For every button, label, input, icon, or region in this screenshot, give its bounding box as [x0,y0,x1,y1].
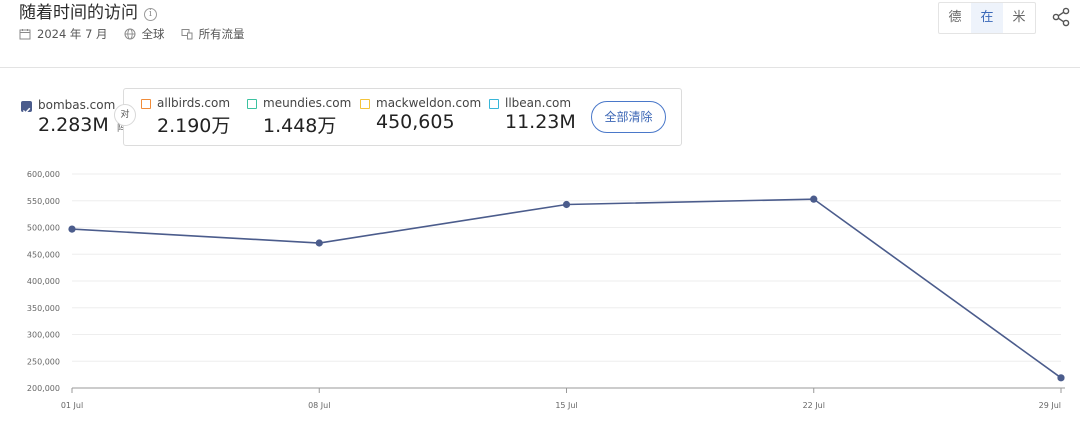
checkbox-unchecked-icon[interactable] [489,99,499,109]
checkbox-checked-icon[interactable] [21,101,32,114]
data-point[interactable] [315,239,323,247]
competitor-name: allbirds.com [157,96,231,110]
y-tick-label: 250,000 [27,357,60,366]
granularity-toggle: 德 在 米 [938,2,1036,34]
data-point[interactable] [810,195,818,203]
toggle-option-1[interactable]: 在 [971,3,1003,33]
competitor-value: 11.23M [505,111,576,133]
x-tick-label: 22 Jul [803,401,825,410]
title-text: 随着时间的访问 [19,3,138,23]
visits-line-chart: 200,000 250,000 300,000 350,000 400,000 450,0… [27,170,1065,410]
y-tick-label: 450,000 [27,250,60,259]
y-tick-label: 600,000 [27,170,60,179]
data-point[interactable] [68,225,76,233]
competitor-name: mackweldon.com [376,96,482,110]
checkbox-unchecked-icon[interactable] [360,99,370,109]
competitor-value: 450,605 [376,111,455,133]
x-tick-label: 29 Jul [1039,401,1061,410]
competitor-legend: allbirds.com 2.190万 meundies.com 1.448万 … [123,88,682,146]
data-point[interactable] [562,200,571,209]
competitor-name: llbean.com [505,96,572,110]
series-layer [68,195,1065,382]
competitor-value: 1.448万 [263,115,337,137]
region-filter[interactable]: 全球 [141,27,165,41]
calendar-icon [19,29,31,40]
vs-sub-label: 阵 [117,124,127,134]
share-icon[interactable] [1050,6,1072,28]
main-site-name: bombas.com [38,98,116,112]
x-tick-label: 15 Jul [555,401,577,410]
y-tick-label: 350,000 [27,304,60,313]
y-tick-label: 300,000 [27,331,60,340]
traffic-filter[interactable]: 所有流量 [198,27,245,41]
y-tick-label: 200,000 [27,384,60,393]
vs-badge: 对 [114,104,136,126]
globe-icon [124,28,136,40]
y-tick-label: 550,000 [27,197,60,206]
competitor-name: meundies.com [263,96,352,110]
y-axis-ticks: 200,000 250,000 300,000 350,000 400,000 450,0… [27,170,60,393]
x-tick-label: 08 Jul [308,401,330,410]
info-icon[interactable]: i [144,8,157,21]
checkbox-unchecked-icon[interactable] [247,99,257,109]
competitor-value: 2.190万 [157,115,231,137]
page-title: 随着时间的访问 i [19,0,157,23]
series-line [71,198,1062,379]
clear-all-button[interactable]: 全部清除 [591,101,666,133]
filter-meta: 2024 年 7 月 全球 所有流量 [19,26,245,42]
data-point[interactable] [1057,374,1065,382]
toggle-option-2[interactable]: 米 [1012,10,1026,25]
grid-lines [72,173,1061,362]
chart-header: 随着时间的访问 i 2024 年 7 月 全球 所有流量 德 在 米 [0,0,1080,68]
toggle-option-0[interactable]: 德 [948,10,962,25]
y-tick-label: 500,000 [27,224,60,233]
date-range[interactable]: 2024 年 7 月 [37,27,108,41]
x-axis: 01 Jul 08 Jul 15 Jul 22 Jul 29 Jul [61,387,1065,410]
main-site-value: 2.283M [38,114,109,136]
devices-icon [181,29,193,40]
y-tick-label: 400,000 [27,277,60,286]
checkbox-unchecked-icon[interactable] [141,99,151,109]
x-tick-label: 01 Jul [61,401,83,410]
